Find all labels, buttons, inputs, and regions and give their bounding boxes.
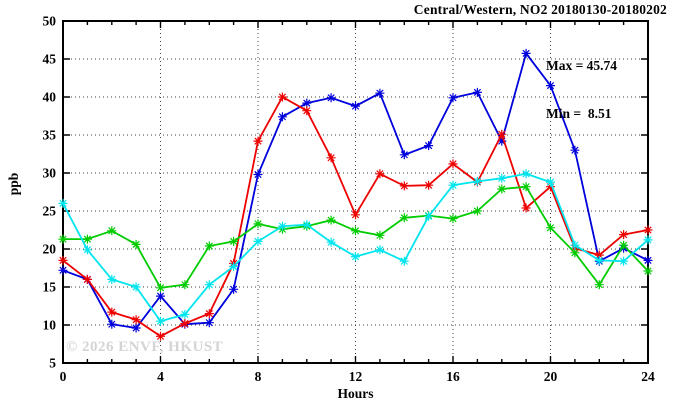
stats-box: Max = 45.74 Min = 8.51 xyxy=(546,26,617,154)
y-tick-label: 5 xyxy=(49,356,56,371)
watermark: © 2026 ENVF, HKUST xyxy=(66,339,224,355)
y-tick-label: 50 xyxy=(43,14,57,29)
y-tick-label: 25 xyxy=(43,204,57,219)
y-tick-label: 20 xyxy=(43,242,57,257)
x-axis-title: Hours xyxy=(337,386,374,401)
y-axis-title: ppb xyxy=(6,172,21,196)
x-tick-label: 4 xyxy=(157,369,164,384)
x-tick-label: 20 xyxy=(544,369,558,384)
y-tick-label: 15 xyxy=(43,280,57,295)
series-line-cyan xyxy=(62,172,649,323)
y-tick-label: 40 xyxy=(43,90,57,105)
y-tick-label: 35 xyxy=(43,128,57,143)
x-tick-label: 24 xyxy=(641,369,655,384)
x-tick-label: 12 xyxy=(349,369,363,384)
y-tick-label: 30 xyxy=(43,166,57,181)
min-value-label: Min = 8.51 xyxy=(546,106,612,121)
axis-ticks xyxy=(62,20,649,364)
chart-title: Central/Western, NO2 20180130-20180202 xyxy=(413,2,667,17)
x-tick-label: 0 xyxy=(60,369,67,384)
x-tick-label: 8 xyxy=(255,369,262,384)
series-markers-cyan xyxy=(58,169,653,326)
series-markers-green xyxy=(58,182,653,293)
x-tick-label: 16 xyxy=(446,369,460,384)
y-tick-label: 45 xyxy=(43,52,57,67)
max-value-label: Max = 45.74 xyxy=(546,58,618,73)
y-tick-label: 10 xyxy=(43,318,57,333)
series-markers-red xyxy=(58,92,653,341)
